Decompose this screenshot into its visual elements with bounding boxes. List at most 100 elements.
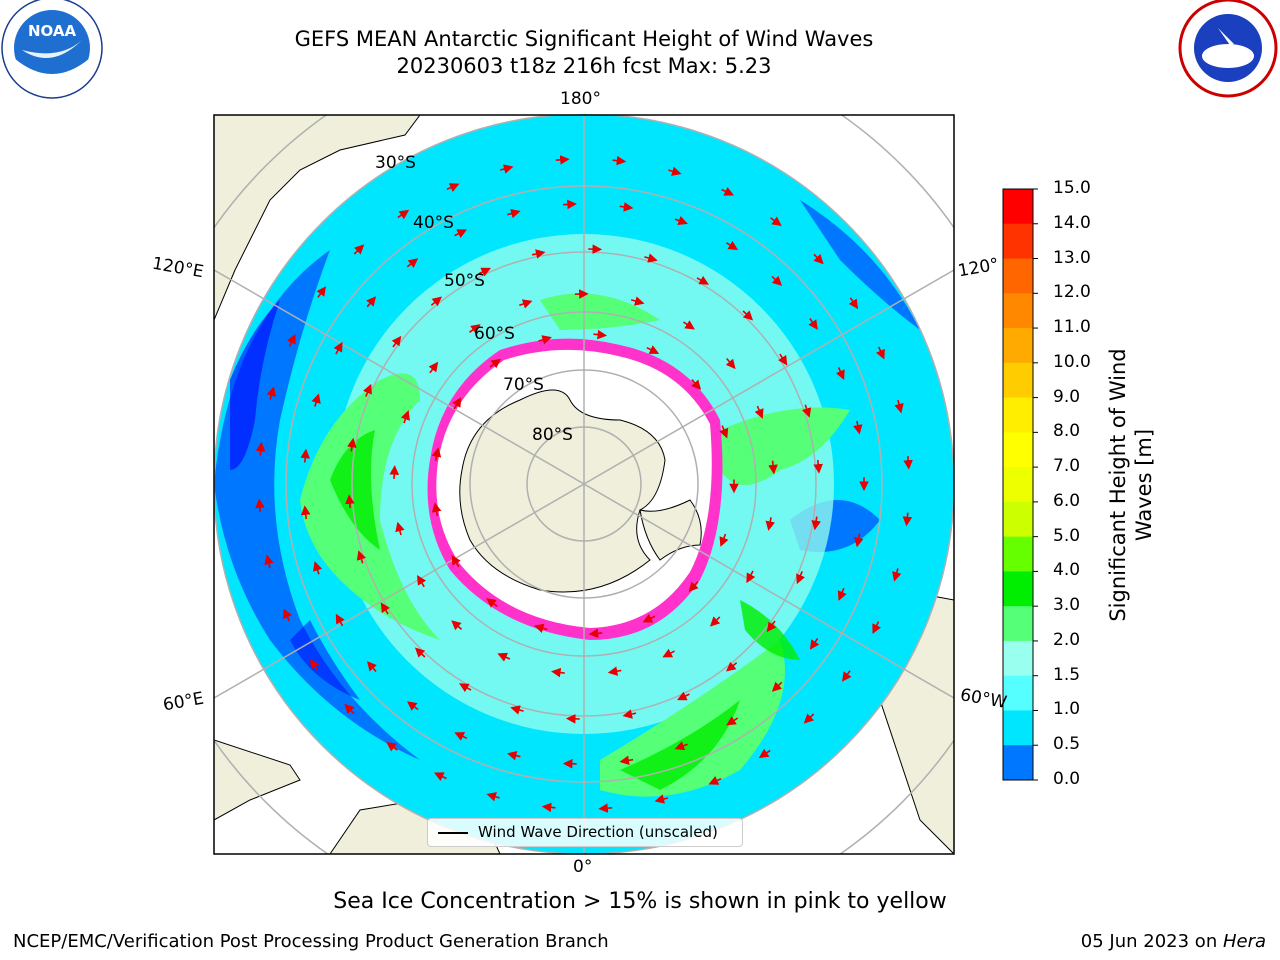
colorbar-tick-label: 14.0 bbox=[1053, 212, 1091, 233]
wave-arrow bbox=[531, 249, 546, 259]
wave-arrow bbox=[746, 570, 756, 584]
lon-label-0: 0° bbox=[573, 857, 593, 877]
wave-arrow bbox=[642, 613, 656, 623]
colorbar-tick-label: 4.0 bbox=[1053, 560, 1081, 581]
wave-arrow bbox=[719, 425, 729, 439]
wave-arrow bbox=[391, 335, 402, 348]
colorbar-segment bbox=[1003, 189, 1033, 225]
wave-arrow bbox=[519, 299, 533, 309]
wave-arrow bbox=[433, 772, 447, 782]
wave-arrow bbox=[266, 386, 276, 400]
wave-arrow bbox=[622, 709, 637, 719]
wave-arrow bbox=[725, 661, 738, 672]
wave-arrow bbox=[758, 748, 771, 759]
wave-arrow bbox=[335, 613, 345, 627]
wave-arrow bbox=[431, 502, 442, 517]
wave-arrow bbox=[654, 794, 669, 804]
wave-arrow bbox=[353, 244, 365, 255]
wave-arrow bbox=[802, 404, 812, 418]
colorbar-tick-label: 15.0 bbox=[1053, 178, 1091, 198]
wave-arrow bbox=[347, 437, 357, 452]
wave-arrow bbox=[619, 202, 634, 212]
footer-date: 05 Jun 2023 on bbox=[1080, 931, 1223, 952]
wave-arrow bbox=[510, 705, 524, 715]
colorbar-segment bbox=[1003, 467, 1033, 503]
colorbar-border bbox=[1002, 188, 1034, 781]
colorbar-segment bbox=[1003, 710, 1033, 746]
wave-arrow bbox=[452, 397, 462, 410]
wave-arrow bbox=[709, 616, 721, 627]
wave-arrow bbox=[395, 521, 405, 536]
wave-arrow bbox=[607, 666, 622, 676]
colorbar-tick-label: 6.0 bbox=[1053, 490, 1081, 511]
wave-arrow bbox=[742, 310, 754, 321]
wave-arrow bbox=[400, 410, 410, 424]
graticule bbox=[214, 115, 954, 854]
wave-arrow bbox=[489, 358, 502, 369]
colorbar-tick-label: 12.0 bbox=[1053, 282, 1091, 303]
wave-direction-arrows bbox=[255, 155, 913, 813]
nws-logo bbox=[1178, 0, 1278, 98]
wave-arrow bbox=[770, 216, 782, 227]
map-frame bbox=[213, 114, 955, 855]
wave-arrow bbox=[255, 441, 266, 456]
wave-arrow bbox=[725, 240, 739, 251]
wave-arrow bbox=[853, 420, 863, 435]
colorbar-segment bbox=[1003, 432, 1033, 468]
lat-label-60s: 60°S bbox=[474, 324, 515, 344]
map-legend: Wind Wave Direction (unscaled) bbox=[427, 818, 743, 847]
colorbar-tick-label: 1.0 bbox=[1053, 699, 1081, 720]
wave-arrow bbox=[766, 620, 777, 633]
wave-arrow bbox=[469, 324, 481, 334]
wave-arrow bbox=[486, 792, 500, 802]
wave-arrow bbox=[309, 658, 320, 671]
colorbar-segment bbox=[1003, 571, 1033, 607]
wave-arrow bbox=[363, 383, 372, 397]
wave-arrow bbox=[255, 498, 265, 513]
colorbar-tick-label: 11.0 bbox=[1053, 317, 1091, 338]
colorbar-segment bbox=[1003, 745, 1033, 781]
wave-arrow bbox=[366, 296, 377, 308]
wave-arrow bbox=[506, 751, 521, 761]
wave-arrow bbox=[674, 741, 688, 751]
colorbar-tick-label: 2.0 bbox=[1053, 629, 1081, 650]
wave-arrow bbox=[619, 755, 634, 766]
wave-arrow bbox=[854, 533, 864, 548]
wave-arrow bbox=[366, 661, 377, 673]
wave-arrow bbox=[555, 155, 570, 165]
colorbar-tick-label: 0.0 bbox=[1053, 769, 1081, 789]
footer-right: 05 Jun 2023 on Hera bbox=[1081, 931, 1266, 952]
colorbar-segment bbox=[1003, 223, 1033, 260]
wave-arrow bbox=[593, 329, 608, 340]
wave-arrow bbox=[708, 776, 722, 785]
colorbar-segment bbox=[1003, 328, 1033, 364]
wave-arrow bbox=[768, 460, 778, 475]
wave-arrow bbox=[428, 361, 439, 374]
wave-arrow bbox=[313, 561, 323, 575]
colorbar-tick-label: 1.5 bbox=[1053, 664, 1081, 685]
wave-arrow bbox=[721, 186, 735, 196]
wave-arrow bbox=[316, 286, 327, 298]
wave-arrow bbox=[459, 683, 472, 693]
wave-arrow bbox=[688, 581, 699, 592]
wave-arrow bbox=[283, 608, 292, 622]
wave-arrow bbox=[696, 275, 709, 285]
wave-arrow bbox=[771, 275, 783, 286]
wave-arrow bbox=[644, 253, 658, 263]
wave-arrow bbox=[478, 267, 492, 277]
wave-arrow bbox=[333, 341, 343, 355]
wave-arrow bbox=[902, 512, 913, 527]
wave-arrow bbox=[662, 648, 675, 658]
wave-arrow bbox=[541, 802, 556, 813]
wave-arrow bbox=[726, 716, 739, 726]
wave-arrow bbox=[406, 701, 419, 711]
wave-arrow bbox=[894, 399, 904, 414]
colorbar-segment bbox=[1003, 606, 1033, 642]
lon-label-180: 180° bbox=[560, 89, 601, 109]
colorbar-segment bbox=[1003, 536, 1033, 572]
wave-arrow bbox=[563, 199, 577, 210]
wave-arrow bbox=[811, 516, 821, 531]
colorbar-segment bbox=[1003, 640, 1033, 677]
colorbar-tick-label: 8.0 bbox=[1053, 421, 1081, 442]
wave-arrow bbox=[725, 357, 736, 370]
